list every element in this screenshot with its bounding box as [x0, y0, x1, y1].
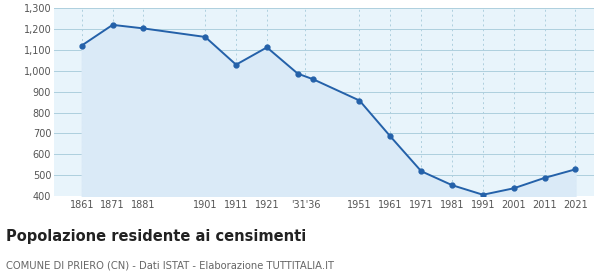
Text: Popolazione residente ai censimenti: Popolazione residente ai censimenti — [6, 229, 306, 244]
Text: COMUNE DI PRIERO (CN) - Dati ISTAT - Elaborazione TUTTITALIA.IT: COMUNE DI PRIERO (CN) - Dati ISTAT - Ela… — [6, 261, 334, 271]
